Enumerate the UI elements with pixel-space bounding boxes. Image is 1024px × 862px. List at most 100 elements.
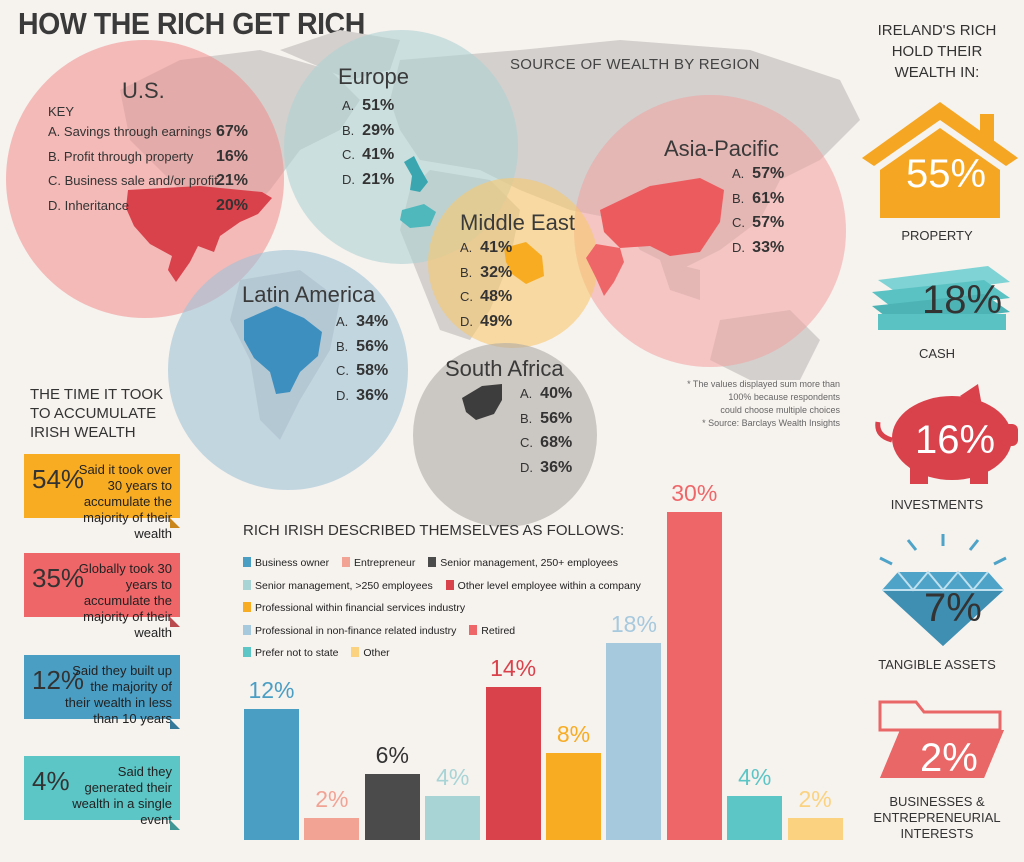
footnote-line: 100% because respondents [728,392,840,402]
legend-swatch [243,647,251,657]
option-value: 36% [356,386,389,404]
option-letter: A. [732,166,745,181]
bar-value-label: 8% [556,720,591,747]
region-circle-south-africa [413,343,597,527]
usa-shape [126,186,272,282]
legend-label: Senior management, >250 employees [255,579,433,592]
ireland-label-property: PROPERTY [901,228,973,243]
ireland-label-line: ENTREPRENEURIAL [873,810,1001,825]
option-value: 40% [540,385,573,402]
bar-value-label: 18% [610,611,657,638]
ireland-value-business: 2% [920,736,978,780]
legend-label: Retired [481,624,516,637]
ireland-value-property: 55% [906,152,987,196]
legend-item: Entrepreneur [342,557,415,569]
option-value: 32% [480,263,513,281]
option-letter: B. [520,410,533,426]
country-shapes [126,156,724,420]
legend-label: Prefer not to state [255,647,339,659]
option-letter: B. [460,264,473,280]
diamond-icon [879,534,1007,646]
option-value: 58% [356,362,389,379]
time-box-text: Said they generated their wealth in a si… [72,764,172,827]
bar [787,818,843,840]
option-letter: D. [732,239,745,255]
map-title: SOURCE OF WEALTH BY REGION [510,56,760,73]
chart-legend: Business owner Entrepreneur Senior manag… [243,552,651,665]
page-title: HOW THE RICH GET RICH [18,6,365,41]
region-name-latin-america: Latin America [242,282,376,307]
bar [244,708,299,840]
time-title-line: THE TIME IT TOOK [30,386,164,403]
legend-item: Other [351,647,390,659]
option-value: 36% [540,458,573,476]
bar-value-label: 4% [738,764,772,791]
option-letter: C. [520,435,533,450]
ireland-label-line: INTERESTS [900,826,974,841]
option-letter: D. [336,387,349,403]
time-box-text: Said it took over 30 years to accumulate… [78,462,172,541]
option-value: 41% [362,146,395,163]
bar-value-label: 14% [490,654,537,681]
bar [606,643,662,840]
ireland-value-investments: 16% [915,418,996,462]
legend-label: Business owner [255,557,330,569]
time-box-text: Said they built up the majority of their… [65,663,172,726]
ribbon-fold [170,617,180,627]
option-value: 48% [480,288,513,305]
time-box-54: 54% Said it took over 30 years to accumu… [24,454,180,541]
key-label: D. Inheritance [48,197,129,213]
ribbon-fold [170,719,180,729]
legend-swatch [469,624,478,635]
ireland-title-line: HOLD THEIR [891,43,983,60]
footnote: * The values displayed sum more than 100… [640,378,840,430]
bar-value-label: 6% [375,742,409,769]
option-value: 34% [356,313,389,330]
key-value: 20% [216,196,249,214]
legend-swatch [243,602,251,612]
region-name-south-africa: South Africa [445,356,564,381]
key-row: C. Business sale and/or profit 21% [48,169,248,194]
legend-label: Senior management, 250+ employees [440,557,619,569]
key-row: D. Inheritance 20% [48,194,248,219]
footnote-source: * Source: Barclays Wealth Insights [702,418,840,428]
bar [546,752,601,840]
chart-title: RICH IRISH DESCRIBED THEMSELVES AS FOLLO… [243,522,625,539]
time-box-value: 54% [32,464,85,494]
ireland-label-business: BUSINESSES & ENTREPRENEURIAL INTERESTS [852,794,1022,842]
ribbon-fold [170,518,180,528]
time-box-value: 35% [32,563,85,593]
footnote-line: could choose multiple choices [720,405,840,415]
legend-item: Senior management, >250 employees [243,579,433,592]
time-box-value: 4% [32,766,70,796]
legend-item: Prefer not to state [243,647,338,659]
ribbon-fold [170,820,180,830]
house-icon [862,102,1018,218]
region-name-middle-east: Middle East [460,210,575,235]
ireland-title-line: WEALTH IN: [894,64,980,81]
key-value: 21% [216,172,249,189]
piggy-bank-icon [875,384,1018,484]
time-box-35: 35% Globally took 30 years to accumulate… [24,553,180,640]
key-heading: KEY [48,104,75,119]
footnote-line: * The values displayed sum more than [687,379,840,389]
india-shape [586,244,624,296]
legend-label: Other level employee within a company [457,579,641,592]
uk-shape [404,156,428,192]
legend-item: Retired [469,624,516,637]
china-shape [600,178,724,256]
spain-shape [400,204,436,228]
legend-swatch [351,647,360,657]
region-name-asia-pacific: Asia-Pacific [664,136,779,161]
option-value: 21% [362,170,395,188]
key-value: 16% [216,147,249,165]
ireland-value-tangible: 7% [924,586,982,630]
bar [364,774,420,840]
option-letter: A. [342,98,355,113]
key-label: C. Business sale and/or profit [48,173,218,188]
folder-icon [878,700,1004,778]
option-letter: C. [342,147,355,162]
option-letter: B. [336,338,349,354]
key-value: 67% [216,123,249,140]
region-values-south-africa: A. 40% B. 56% C. 68% D. 36% [520,382,572,480]
